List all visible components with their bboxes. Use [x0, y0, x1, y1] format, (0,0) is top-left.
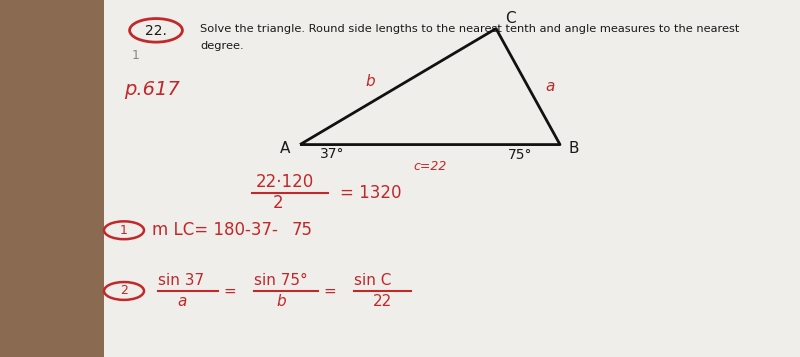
Text: 22.: 22. — [145, 24, 167, 38]
Text: =: = — [323, 283, 336, 298]
Text: 75°: 75° — [508, 148, 533, 162]
Text: 1: 1 — [120, 224, 128, 237]
Text: m LC= 180-37-: m LC= 180-37- — [152, 221, 278, 239]
Text: 37°: 37° — [320, 147, 345, 161]
Text: 22: 22 — [373, 294, 392, 309]
Text: 1: 1 — [132, 49, 140, 62]
FancyBboxPatch shape — [104, 0, 800, 357]
Text: 75: 75 — [292, 221, 313, 239]
Text: Solve the triangle. Round side lengths to the nearest tenth and angle measures t: Solve the triangle. Round side lengths t… — [200, 24, 739, 34]
Text: sin 37: sin 37 — [158, 273, 204, 288]
Text: sin 75°: sin 75° — [254, 273, 307, 288]
Text: =: = — [223, 283, 236, 298]
Text: A: A — [280, 141, 290, 156]
Text: p.617: p.617 — [124, 80, 180, 99]
Text: b: b — [365, 74, 375, 89]
Text: 22·120: 22·120 — [256, 173, 314, 191]
Text: 2: 2 — [273, 195, 284, 212]
Text: 2: 2 — [120, 285, 128, 297]
Text: b: b — [277, 294, 286, 309]
Text: C: C — [506, 11, 516, 26]
Text: sin C: sin C — [354, 273, 391, 288]
Text: a: a — [177, 294, 186, 309]
Text: = 1320: = 1320 — [340, 184, 402, 202]
Text: B: B — [568, 141, 578, 156]
Text: a: a — [546, 79, 555, 94]
Text: c=22: c=22 — [414, 160, 446, 172]
Text: degree.: degree. — [200, 41, 244, 51]
